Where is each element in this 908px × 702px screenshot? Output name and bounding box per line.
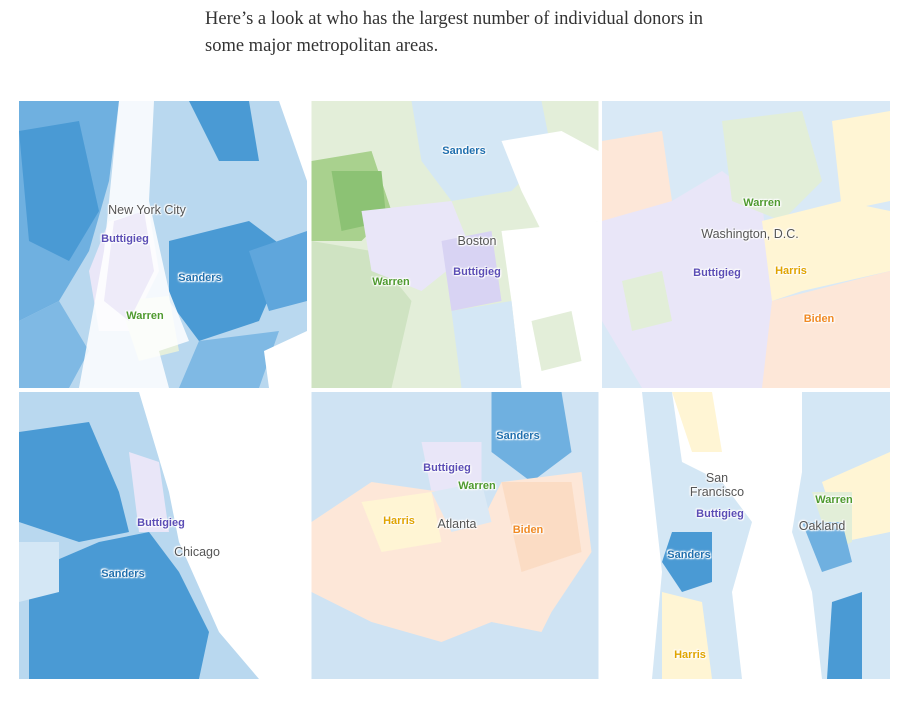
label-warren: Warren: [815, 494, 853, 506]
city-name-line2: Francisco: [689, 485, 745, 499]
city-label-washington: Washington, D.C.: [701, 227, 799, 241]
map-washington: Warren Washington, D.C. Buttigieg Harris…: [602, 101, 890, 388]
map-boston-shapes: [311, 101, 599, 388]
city-label-boston: Boston: [457, 234, 497, 248]
label-biden: Biden: [803, 313, 835, 325]
label-buttigieg: Buttigieg: [101, 233, 149, 245]
label-sanders: Sanders: [496, 430, 540, 442]
label-buttigieg: Buttigieg: [696, 508, 744, 520]
label-warren: Warren: [458, 480, 496, 492]
city-name-line1: San: [705, 471, 729, 485]
map-atlanta: Sanders Buttigieg Warren Harris Atlanta …: [311, 392, 599, 679]
map-sf-shapes: [602, 392, 890, 679]
label-biden: Biden: [512, 524, 544, 536]
label-warren: Warren: [126, 310, 164, 322]
label-sanders: Sanders: [101, 568, 145, 580]
label-sanders: Sanders: [442, 145, 486, 157]
label-warren: Warren: [743, 197, 781, 209]
map-new-york: New York City Buttigieg Sanders Warren: [19, 101, 307, 388]
map-san-francisco: San Francisco Warren Buttigieg Oakland S…: [602, 392, 890, 679]
label-harris: Harris: [674, 649, 706, 661]
city-label-atlanta: Atlanta: [437, 517, 477, 531]
city-label-oakland: Oakland: [798, 519, 846, 533]
map-chicago: Buttigieg Chicago Sanders: [19, 392, 307, 679]
map-washington-shapes: [602, 101, 890, 388]
map-boston: Sanders Boston Buttigieg Warren: [311, 101, 599, 388]
label-harris: Harris: [383, 515, 415, 527]
label-harris: Harris: [775, 265, 807, 277]
label-buttigieg: Buttigieg: [137, 517, 185, 529]
map-new-york-shapes: [19, 101, 307, 388]
intro-text: Here’s a look at who has the largest num…: [205, 9, 704, 56]
label-buttigieg: Buttigieg: [423, 462, 471, 474]
label-warren: Warren: [372, 276, 410, 288]
map-chicago-shapes: [19, 392, 307, 679]
map-atlanta-shapes: [311, 392, 599, 679]
city-label-chicago: Chicago: [174, 545, 220, 559]
label-sanders: Sanders: [178, 272, 222, 284]
label-buttigieg: Buttigieg: [693, 267, 741, 279]
label-buttigieg: Buttigieg: [453, 266, 501, 278]
label-sanders: Sanders: [667, 549, 711, 561]
city-label-new-york: New York City: [108, 203, 186, 217]
city-label-san-francisco: San Francisco: [690, 471, 744, 499]
